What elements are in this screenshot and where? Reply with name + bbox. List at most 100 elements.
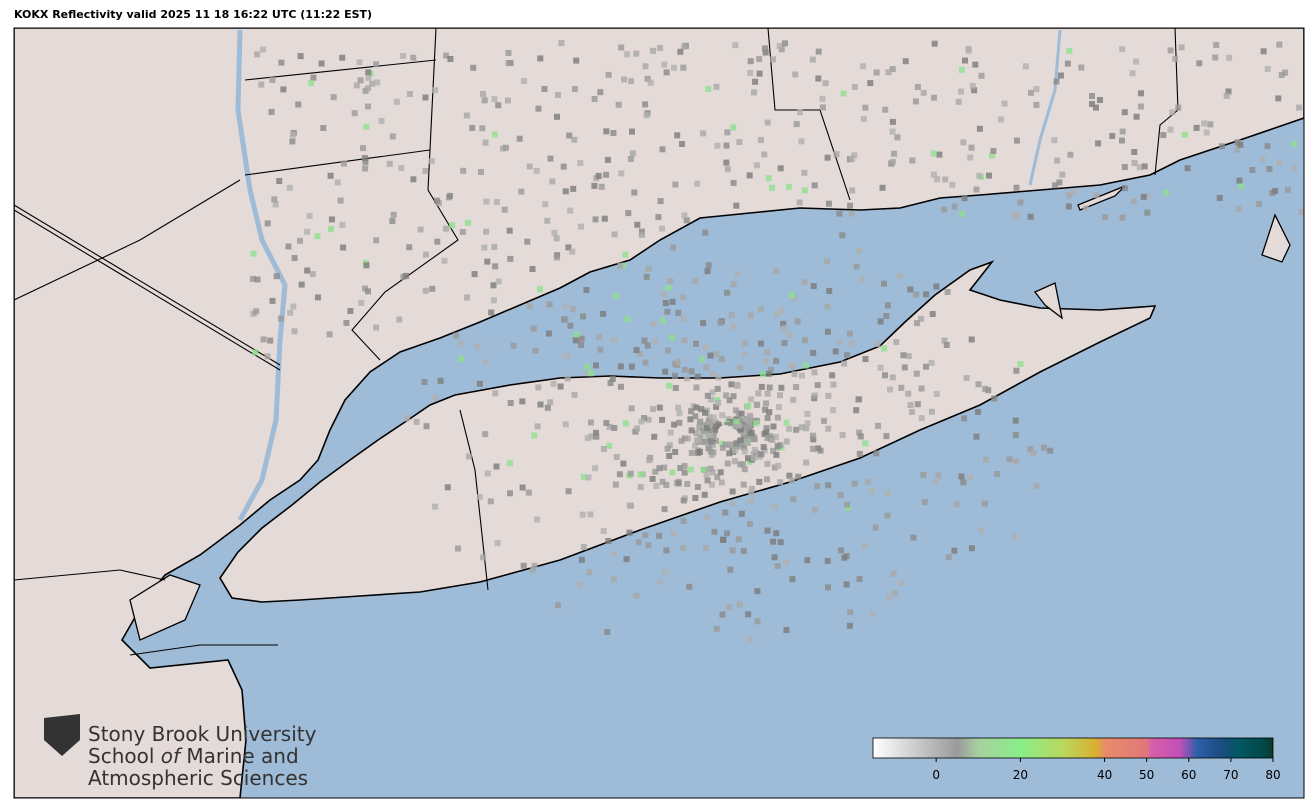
echo: [572, 337, 579, 344]
echo: [713, 403, 720, 410]
echo: [1082, 205, 1089, 212]
echo: [732, 407, 739, 414]
echo: [762, 49, 769, 56]
echo: [890, 570, 897, 577]
echo: [776, 42, 783, 49]
echo: [737, 426, 744, 433]
echo: [1027, 446, 1034, 453]
echo: [1144, 192, 1151, 199]
echo: [680, 64, 687, 71]
echo: [285, 243, 292, 250]
echo: [620, 460, 627, 467]
long-island: [219, 260, 1157, 603]
echo: [700, 427, 706, 434]
echo: [464, 219, 471, 226]
echo: [684, 435, 691, 442]
echo: [931, 40, 938, 47]
echo: [291, 255, 298, 261]
echo: [847, 609, 854, 616]
echo: [692, 495, 699, 501]
echo: [764, 119, 771, 126]
echo: [628, 78, 634, 85]
echo: [756, 56, 763, 63]
echo: [704, 268, 711, 275]
echo: [918, 315, 925, 322]
echo: [643, 112, 650, 119]
echo: [1093, 192, 1100, 199]
echo: [469, 124, 476, 131]
echo: [732, 447, 738, 454]
echo: [1102, 214, 1108, 221]
echo: [722, 509, 729, 516]
echo: [290, 303, 297, 310]
echo: [488, 309, 495, 316]
echo: [751, 89, 757, 96]
echo: [753, 420, 760, 427]
echo: [707, 448, 714, 455]
echo: [821, 417, 827, 424]
echo: [798, 424, 805, 431]
echo: [1181, 131, 1188, 138]
echo: [731, 458, 738, 465]
echo: [955, 98, 962, 105]
echo: [564, 375, 571, 382]
shelter-island: [1033, 282, 1063, 320]
echo: [628, 363, 635, 370]
echo: [591, 96, 598, 102]
echo: [928, 408, 935, 415]
echo: [597, 89, 604, 96]
echo: [1012, 417, 1019, 424]
echo: [707, 465, 714, 472]
echo: [580, 313, 586, 320]
echo: [1119, 46, 1126, 53]
echo: [315, 294, 321, 301]
echo: [1070, 188, 1077, 195]
echo: [1041, 444, 1047, 451]
echo: [358, 299, 365, 306]
echo: [766, 384, 773, 391]
echo: [814, 382, 821, 389]
echo: [487, 498, 494, 505]
echo: [692, 442, 698, 449]
echo: [680, 545, 687, 552]
logo-text: School of Marine and: [88, 744, 299, 768]
echo: [1131, 149, 1138, 155]
echo: [398, 165, 405, 172]
echo: [340, 244, 347, 251]
echo: [898, 384, 905, 391]
echo: [631, 189, 638, 196]
echo: [341, 160, 347, 167]
echo: [1013, 184, 1020, 191]
echo: [788, 477, 795, 484]
colorbar-tick-label: 60: [1181, 768, 1196, 782]
echo: [1235, 206, 1242, 212]
echo: [536, 286, 543, 293]
echo: [804, 410, 811, 417]
connecticut-river: [1028, 29, 1062, 186]
echo: [1067, 151, 1074, 158]
echo: [733, 202, 740, 209]
echo: [997, 116, 1004, 123]
echo: [362, 165, 369, 172]
echo: [793, 121, 800, 128]
echo: [975, 408, 982, 415]
echo: [457, 340, 464, 347]
echo: [746, 412, 753, 419]
colorbar-tick-label: 0: [932, 768, 940, 782]
echo: [973, 186, 980, 193]
echo: [495, 278, 502, 285]
echo: [746, 636, 753, 643]
echo: [724, 129, 731, 136]
echo: [670, 244, 677, 251]
echo: [588, 419, 594, 426]
echo: [770, 423, 777, 430]
echo: [760, 444, 767, 451]
echo: [764, 435, 771, 441]
echo: [373, 237, 380, 244]
echo: [724, 289, 731, 296]
echo: [1047, 447, 1054, 454]
echo: [750, 455, 757, 461]
echo: [1272, 188, 1279, 194]
echo: [537, 401, 544, 408]
echo: [907, 286, 914, 293]
